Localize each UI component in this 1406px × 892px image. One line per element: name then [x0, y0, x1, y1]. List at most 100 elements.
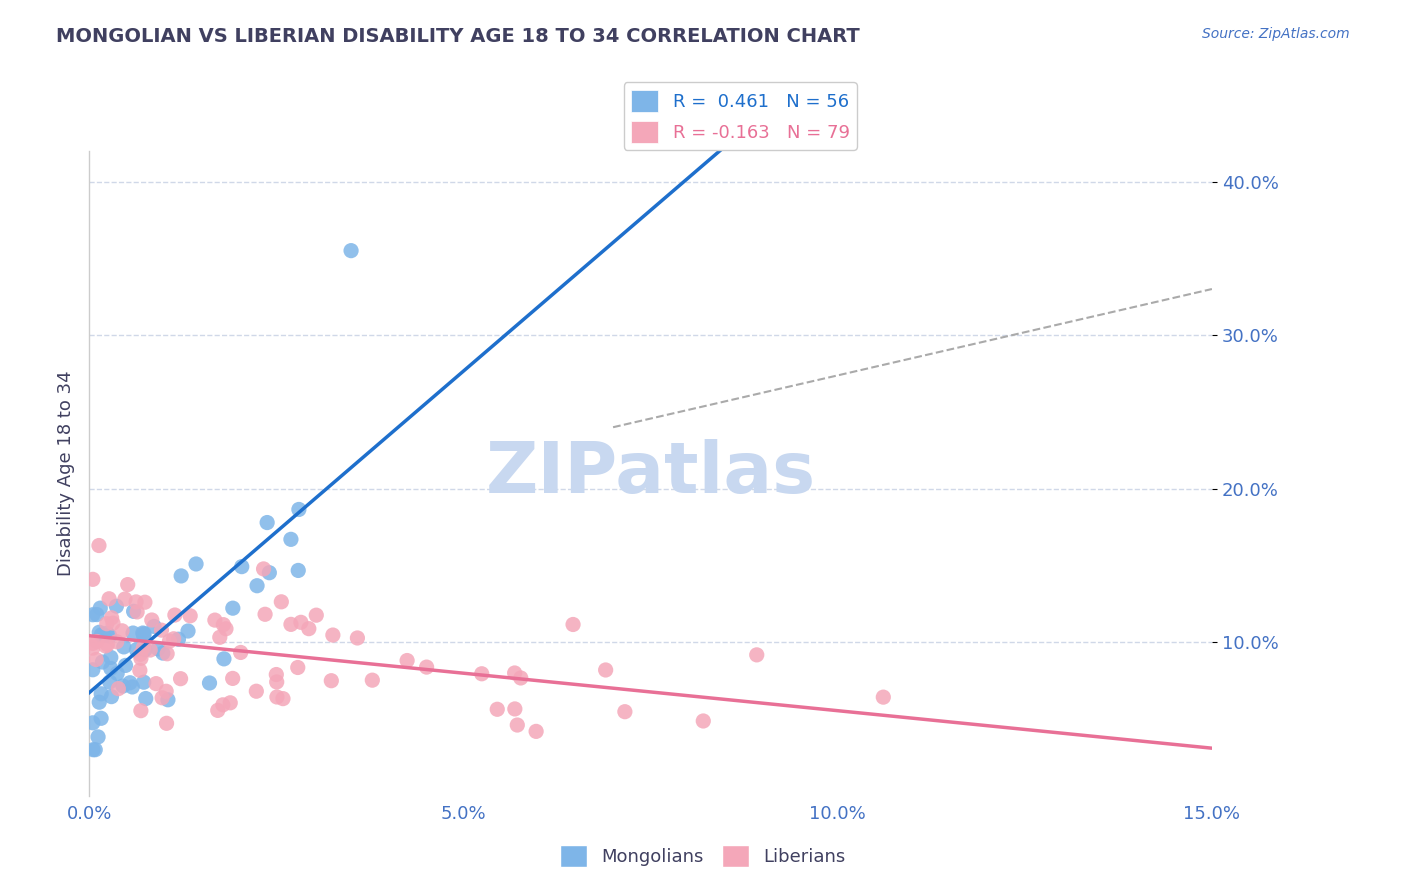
- Liberians: [98, 591, 121, 606]
- Mongolians: [122, 604, 145, 618]
- Liberians: [84, 652, 107, 666]
- Liberians: [245, 684, 267, 698]
- Liberians: [506, 718, 529, 732]
- Liberians: [132, 640, 155, 655]
- Mongolians: [125, 642, 148, 657]
- Liberians: [229, 645, 252, 659]
- Mongolians: [184, 557, 207, 571]
- Mongolians: [132, 626, 155, 640]
- Liberians: [290, 615, 312, 630]
- Mongolians: [98, 675, 121, 690]
- Text: ZIPatlas: ZIPatlas: [485, 439, 815, 508]
- Mongolians: [90, 628, 112, 642]
- Liberians: [163, 607, 186, 622]
- Mongolians: [89, 695, 111, 709]
- Mongolians: [93, 628, 115, 642]
- Liberians: [346, 631, 368, 645]
- Liberians: [204, 613, 226, 627]
- Liberians: [271, 691, 294, 706]
- Liberians: [208, 630, 231, 644]
- Liberians: [117, 577, 139, 591]
- Liberians: [524, 724, 547, 739]
- Liberians: [150, 690, 173, 705]
- Liberians: [86, 634, 108, 648]
- Mongolians: [132, 675, 155, 690]
- Liberians: [270, 595, 292, 609]
- Liberians: [562, 617, 585, 632]
- Mongolians: [167, 632, 190, 647]
- Mongolians: [82, 742, 104, 756]
- Mongolians: [114, 658, 136, 673]
- Legend: R =  0.461   N = 56, R = -0.163   N = 79: R = 0.461 N = 56, R = -0.163 N = 79: [624, 82, 856, 150]
- Mongolians: [340, 244, 363, 258]
- Liberians: [96, 638, 118, 652]
- Liberians: [155, 716, 177, 731]
- Liberians: [156, 647, 179, 661]
- Mongolians: [118, 675, 141, 690]
- Liberians: [134, 595, 156, 609]
- Mongolians: [177, 624, 200, 638]
- Liberians: [872, 690, 894, 705]
- Mongolians: [96, 626, 118, 640]
- Liberians: [128, 664, 150, 678]
- Mongolians: [212, 652, 235, 666]
- Liberians: [82, 572, 104, 586]
- Mongolians: [100, 690, 122, 704]
- Mongolians: [152, 646, 174, 660]
- Liberians: [322, 628, 344, 642]
- Mongolians: [82, 607, 104, 622]
- Mongolians: [98, 629, 121, 643]
- Liberians: [129, 704, 152, 718]
- Liberians: [595, 663, 617, 677]
- Mongolians: [89, 625, 111, 640]
- Liberians: [215, 622, 238, 636]
- Liberians: [266, 690, 288, 704]
- Liberians: [107, 681, 129, 696]
- Mongolians: [112, 640, 135, 654]
- Mongolians: [222, 601, 245, 615]
- Liberians: [96, 616, 118, 631]
- Mongolians: [100, 661, 122, 675]
- Mongolians: [246, 579, 269, 593]
- Liberians: [129, 651, 152, 665]
- Legend: Mongolians, Liberians: Mongolians, Liberians: [553, 838, 853, 874]
- Mongolians: [86, 607, 108, 622]
- Liberians: [169, 672, 191, 686]
- Liberians: [287, 660, 309, 674]
- Liberians: [266, 667, 288, 681]
- Liberians: [163, 632, 186, 646]
- Mongolians: [280, 533, 302, 547]
- Mongolians: [231, 559, 253, 574]
- Liberians: [105, 634, 128, 648]
- Liberians: [219, 696, 242, 710]
- Liberians: [207, 703, 229, 717]
- Liberians: [179, 608, 201, 623]
- Liberians: [82, 636, 104, 650]
- Liberians: [101, 616, 124, 631]
- Liberians: [212, 617, 235, 632]
- Liberians: [415, 660, 437, 674]
- Liberians: [87, 539, 110, 553]
- Mongolians: [143, 619, 166, 633]
- Mongolians: [287, 564, 309, 578]
- Mongolians: [135, 691, 157, 706]
- Liberians: [129, 648, 152, 662]
- Mongolians: [256, 516, 278, 530]
- Liberians: [141, 613, 163, 627]
- Mongolians: [156, 692, 179, 706]
- Mongolians: [100, 650, 122, 665]
- Liberians: [125, 595, 148, 609]
- Mongolians: [90, 711, 112, 725]
- Liberians: [82, 641, 104, 656]
- Mongolians: [91, 655, 114, 669]
- Liberians: [471, 666, 494, 681]
- Mongolians: [82, 663, 104, 677]
- Mongolians: [132, 627, 155, 641]
- Mongolians: [288, 502, 311, 516]
- Mongolians: [111, 679, 134, 693]
- Liberians: [159, 634, 181, 648]
- Y-axis label: Disability Age 18 to 34: Disability Age 18 to 34: [58, 370, 75, 576]
- Mongolians: [90, 687, 112, 701]
- Liberians: [155, 684, 177, 698]
- Liberians: [150, 623, 173, 637]
